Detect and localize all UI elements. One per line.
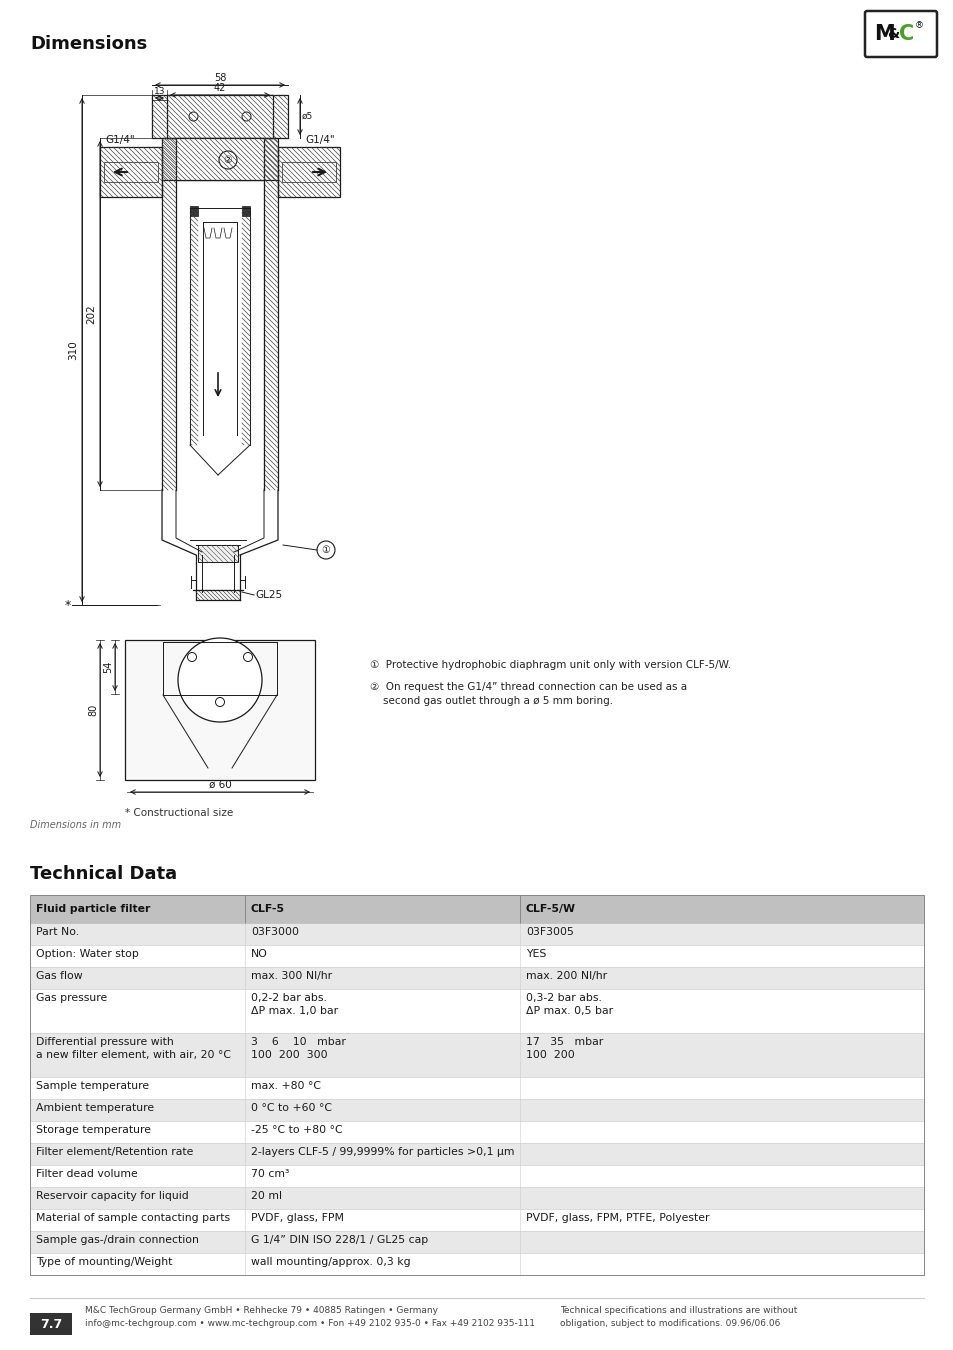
Circle shape [219, 151, 236, 169]
Polygon shape [198, 545, 237, 562]
Text: -25 °C to +80 °C: -25 °C to +80 °C [251, 1125, 342, 1135]
Text: 202: 202 [86, 304, 96, 324]
Bar [30, 923, 923, 945]
Text: ®: ® [914, 22, 923, 31]
Circle shape [178, 639, 262, 722]
Text: * Constructional size: * Constructional size [125, 809, 233, 818]
Text: C: C [898, 24, 913, 45]
Circle shape [316, 541, 335, 559]
Text: wall mounting/approx. 0,3 kg: wall mounting/approx. 0,3 kg [251, 1257, 410, 1268]
Text: YES: YES [525, 949, 546, 958]
Text: NO: NO [251, 949, 268, 958]
Text: max. 200 Nl/hr: max. 200 Nl/hr [525, 971, 606, 981]
Bar [30, 1210, 923, 1231]
Text: Type of mounting/Weight: Type of mounting/Weight [36, 1257, 172, 1268]
Text: CLF-5: CLF-5 [251, 904, 285, 914]
Text: PVDF, glass, FPM: PVDF, glass, FPM [251, 1214, 344, 1223]
Text: 80: 80 [88, 703, 98, 716]
Text: 58: 58 [213, 73, 226, 82]
Text: 54: 54 [103, 660, 112, 674]
Text: Ambient temperature: Ambient temperature [36, 1103, 154, 1112]
Bar [30, 1314, 71, 1335]
Text: Technical Data: Technical Data [30, 865, 177, 883]
Circle shape [189, 112, 198, 122]
Polygon shape [242, 207, 250, 216]
Text: Technical specifications and illustrations are without
obligation, subject to mo: Technical specifications and illustratio… [559, 1305, 797, 1327]
Text: M&C TechGroup Germany GmbH • Rehhecke 79 • 40885 Ratingen • Germany
info@mc-tech: M&C TechGroup Germany GmbH • Rehhecke 79… [85, 1305, 535, 1327]
Text: ②: ② [223, 155, 233, 165]
Text: G1/4": G1/4" [305, 135, 335, 144]
Text: M: M [873, 24, 894, 45]
Text: 70 cm³: 70 cm³ [251, 1169, 289, 1179]
Text: 0,3-2 bar abs.
ΔP max. 0,5 bar: 0,3-2 bar abs. ΔP max. 0,5 bar [525, 994, 613, 1017]
Text: 3    6    10   mbar
100  200  300: 3 6 10 mbar 100 200 300 [251, 1037, 346, 1060]
Text: 7.7: 7.7 [40, 1318, 62, 1331]
Text: PVDF, glass, FPM, PTFE, Polyester: PVDF, glass, FPM, PTFE, Polyester [525, 1214, 709, 1223]
Text: Differential pressure with
a new filter element, with air, 20 °C: Differential pressure with a new filter … [36, 1037, 231, 1060]
Text: 13: 13 [153, 86, 165, 96]
Bar [30, 1077, 923, 1099]
Circle shape [243, 652, 253, 662]
Bar [30, 1231, 923, 1253]
Text: GL25: GL25 [254, 590, 282, 599]
Text: 42: 42 [213, 82, 226, 93]
Text: *: * [65, 598, 71, 612]
Text: max. +80 °C: max. +80 °C [251, 1081, 320, 1091]
Text: 20 ml: 20 ml [251, 1191, 282, 1202]
Text: Filter dead volume: Filter dead volume [36, 1169, 137, 1179]
Circle shape [242, 112, 251, 122]
Text: &: & [886, 27, 898, 40]
Text: 2-layers CLF-5 / 99,9999% for particles >0,1 μm: 2-layers CLF-5 / 99,9999% for particles … [251, 1148, 514, 1157]
Text: Part No.: Part No. [36, 927, 79, 937]
Text: 03F3000: 03F3000 [251, 927, 298, 937]
Text: ①: ① [321, 545, 330, 555]
Bar [30, 1033, 923, 1077]
Polygon shape [282, 162, 335, 182]
Bar [30, 1253, 923, 1274]
Polygon shape [190, 207, 198, 216]
FancyBboxPatch shape [864, 11, 936, 57]
Text: Storage temperature: Storage temperature [36, 1125, 151, 1135]
Text: Fluid particle filter: Fluid particle filter [36, 904, 151, 914]
Text: ②  On request the G1/4” thread connection can be used as a
    second gas outlet: ② On request the G1/4” thread connection… [370, 682, 686, 706]
Bar [30, 1187, 923, 1210]
Text: ø 60: ø 60 [209, 780, 232, 790]
Text: Filter element/Retention rate: Filter element/Retention rate [36, 1148, 193, 1157]
Text: Option: Water stop: Option: Water stop [36, 949, 139, 958]
Bar [30, 967, 923, 990]
Text: 17   35   mbar
100  200: 17 35 mbar 100 200 [525, 1037, 602, 1060]
Text: 0 °C to +60 °C: 0 °C to +60 °C [251, 1103, 332, 1112]
Bar [30, 1099, 923, 1120]
Bar [30, 895, 923, 923]
Bar [30, 1143, 923, 1165]
Text: Sample temperature: Sample temperature [36, 1081, 149, 1091]
Text: max. 300 Nl/hr: max. 300 Nl/hr [251, 971, 332, 981]
Text: Dimensions in mm: Dimensions in mm [30, 819, 121, 830]
Bar [30, 990, 923, 1033]
Text: ①  Protective hydrophobic diaphragm unit only with version CLF-5/W.: ① Protective hydrophobic diaphragm unit … [370, 660, 730, 670]
Bar [30, 1120, 923, 1143]
Text: 03F3005: 03F3005 [525, 927, 574, 937]
Bar [30, 1165, 923, 1187]
Bar [30, 945, 923, 967]
Text: Dimensions: Dimensions [30, 35, 147, 53]
Polygon shape [125, 640, 314, 780]
Text: Material of sample contacting parts: Material of sample contacting parts [36, 1214, 230, 1223]
Circle shape [188, 652, 196, 662]
Text: Reservoir capacity for liquid: Reservoir capacity for liquid [36, 1191, 189, 1202]
Text: 310: 310 [68, 340, 78, 360]
Text: G 1/4” DIN ISO 228/1 / GL25 cap: G 1/4” DIN ISO 228/1 / GL25 cap [251, 1235, 428, 1245]
Text: ø5: ø5 [302, 112, 313, 122]
Text: Sample gas-/drain connection: Sample gas-/drain connection [36, 1235, 198, 1245]
Text: CLF-5/W: CLF-5/W [525, 904, 576, 914]
Text: Gas flow: Gas flow [36, 971, 83, 981]
Text: G1/4": G1/4" [105, 135, 134, 144]
Text: Gas pressure: Gas pressure [36, 994, 107, 1003]
Text: 0,2-2 bar abs.
ΔP max. 1,0 bar: 0,2-2 bar abs. ΔP max. 1,0 bar [251, 994, 337, 1017]
Polygon shape [175, 138, 264, 180]
Polygon shape [104, 162, 158, 182]
Circle shape [215, 698, 224, 706]
Polygon shape [167, 95, 273, 138]
